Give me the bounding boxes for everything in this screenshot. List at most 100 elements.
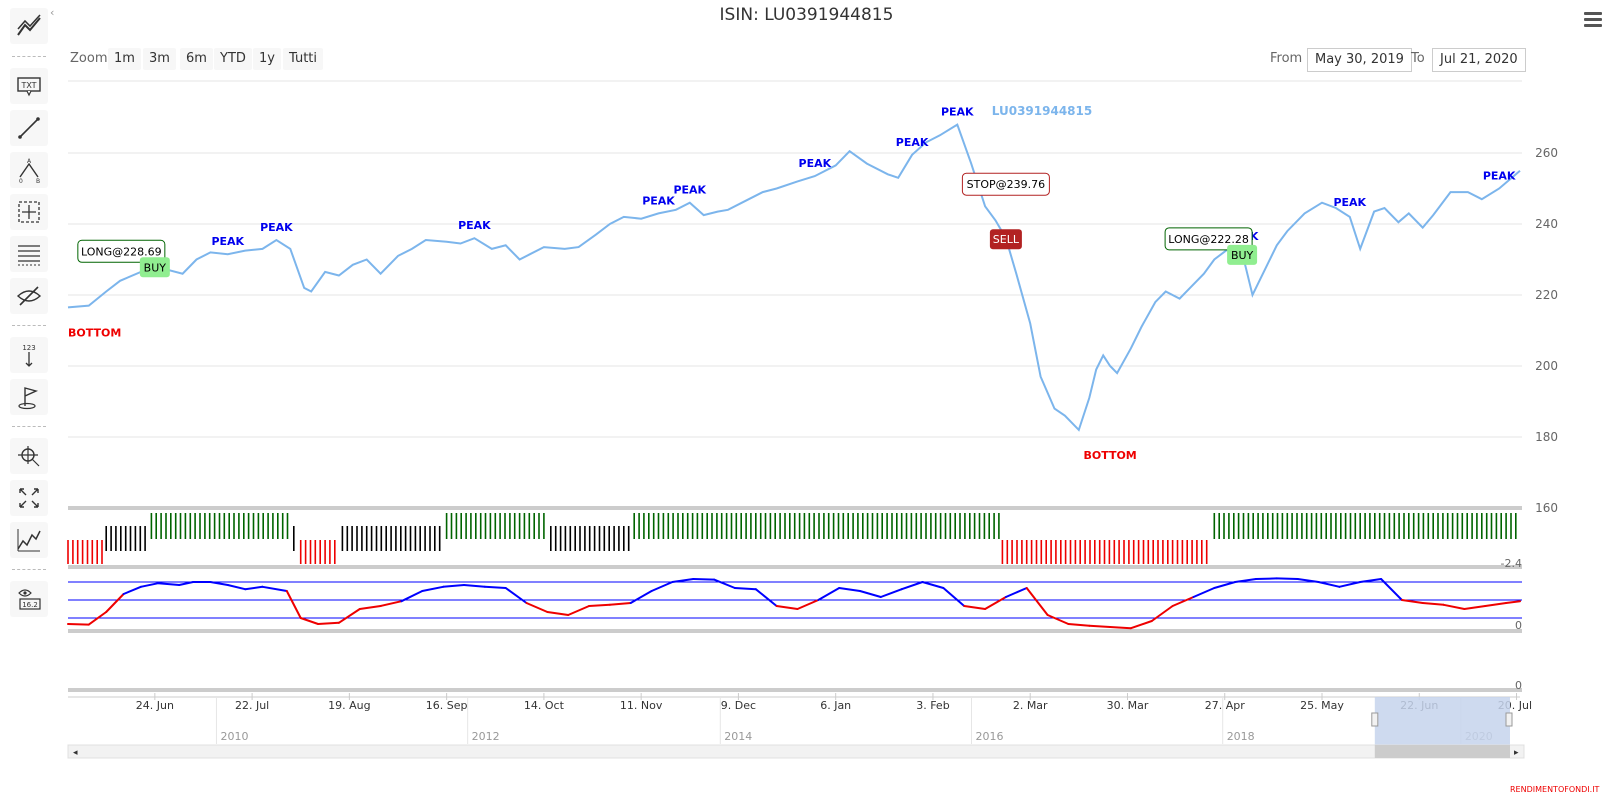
oscillator-segment [157,582,181,586]
zoom-1m-button[interactable]: 1m [108,48,141,70]
scroll-left-icon[interactable]: ◂ [73,748,78,758]
oscillator-segment [713,578,736,589]
oscillator-segment [1484,602,1508,607]
oscillator-segment [1505,600,1521,604]
oscillator-segment [838,587,861,592]
scroll-right-icon[interactable]: ▸ [1514,748,1519,758]
x-tick-label: 27. Apr [1205,699,1245,712]
signal-callout-box [961,172,1050,196]
peak-label: PEAK [211,235,244,248]
annotation-toolbar: ‹ TXT A 0 B 123 16.2 [0,0,56,798]
oscillator-segment [1129,620,1153,630]
zoom-pan-icon[interactable] [10,438,48,474]
oscillator-segment [984,596,1007,610]
oscillator-segment [546,611,570,616]
oscillator-segment [1150,605,1174,622]
zoom-ytd-button[interactable]: YTD [214,48,252,70]
y-tick-label: 240 [1535,217,1558,231]
buy-signal-badge [139,257,170,278]
vertical-counter-icon[interactable]: 123 [10,337,48,373]
collapse-toolbar-icon[interactable]: ‹ [50,6,55,19]
oscillator-segment [122,585,142,595]
peak-label: PEAK [896,136,929,149]
oscillator-segment [67,623,90,626]
oscillator-segment [1004,587,1028,598]
x-tick-label: 19. Aug [328,699,370,712]
navigator-year-label: 2018 [1227,730,1255,743]
oscillator-segment [525,602,549,613]
oscillator-segment [671,578,695,583]
zoom-all-button[interactable]: Tutti [283,48,324,70]
x-tick-label: 6. Jan [820,699,851,712]
oscillator-segment [1421,602,1445,606]
crosshair-icon[interactable] [10,194,48,230]
peak-label: PEAK [941,106,974,119]
navigator-left-handle[interactable] [1371,712,1379,727]
horizontal-lines-icon[interactable] [10,236,48,272]
oscillator-segment [588,603,611,607]
scrollbar-track[interactable] [67,744,1525,759]
hamburger-menu-icon[interactable] [1584,12,1602,30]
credit-link[interactable]: RENDIMENTOFONDI.IT [1510,785,1600,794]
line-icon[interactable] [10,110,48,146]
y-tick-label: 260 [1535,146,1558,160]
signal-callout-label: LONG@222.28 [1168,233,1249,246]
navigator-right-handle[interactable] [1505,712,1513,727]
flag-icon[interactable] [10,379,48,415]
oscillator-segment [1275,577,1299,580]
triangle-icon[interactable]: A 0 B [10,152,48,188]
zoom-1y-button[interactable]: 1y [253,48,281,70]
oscillator-axis-label: 0 [1515,619,1522,632]
text-annotation-icon[interactable]: TXT [10,68,48,104]
price-indicator-icon[interactable] [10,522,48,558]
buy-signal-label: BUY [144,261,167,274]
peak-label: PEAK [458,219,491,232]
oscillator-segment [400,590,424,603]
oscillator-segment [1046,614,1070,625]
oscillator-segment [796,599,820,610]
current-price-icon[interactable]: 16.2 [10,581,48,617]
svg-text:0: 0 [19,178,23,183]
signal-callout-label: STOP@239.76 [967,178,1045,191]
x-tick-label: 9. Dec [721,699,756,712]
oscillator-segment [733,587,757,591]
navigator-year-label: 2016 [976,730,1004,743]
oscillator-segment [692,578,716,581]
signal-callout-box [1164,227,1253,251]
oscillator-segment [1317,581,1341,588]
zoom-3m-button[interactable]: 3m [143,48,176,70]
sell-signal-badge [989,229,1022,250]
navigator-year-label: 2010 [220,730,248,743]
zoom-6m-button[interactable]: 6m [180,48,213,70]
oscillator-segment [817,587,841,601]
to-date-input[interactable]: Jul 21, 2020 [1432,48,1526,72]
oscillator-segment [1442,603,1466,610]
from-date-input[interactable]: May 30, 2019 [1307,48,1412,72]
oscillator-segment [1109,626,1132,630]
oscillator-segment [299,617,320,625]
oscillator-segment [209,581,229,586]
oscillator-segment [1234,578,1257,583]
oscillator-segment [1088,624,1112,628]
hide-icon[interactable] [10,278,48,314]
oscillator-segment [139,582,160,588]
oscillator-segment [1359,578,1383,583]
bottom-label: BOTTOM [1083,449,1136,462]
oscillator-segment [1296,578,1320,583]
oscillator-segment [900,581,924,591]
oscillator-segment [337,608,361,624]
scrollbar-thumb[interactable] [1374,745,1510,758]
volume-axis-label: 0 [1515,679,1522,692]
oscillator-segment [629,590,653,604]
x-tick-label: 25. May [1300,699,1344,712]
svg-text:A: A [27,158,32,165]
oscillator-segment [483,585,507,589]
oscillator-segment [504,587,528,604]
x-tick-label: 2. Mar [1013,699,1048,712]
peak-label: PEAK [642,194,675,207]
oscillator-segment [105,593,125,613]
fullscreen-icon[interactable] [10,480,48,516]
to-label: To [1411,51,1425,66]
indicators-icon[interactable] [10,8,48,44]
